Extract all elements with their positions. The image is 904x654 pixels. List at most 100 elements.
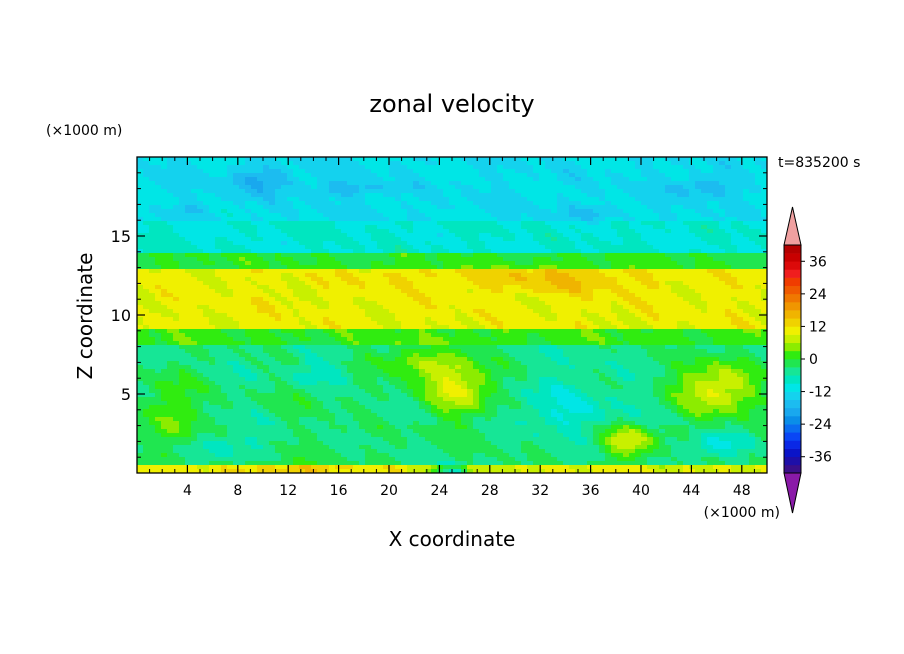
field-cell	[563, 321, 570, 326]
field-cell	[725, 225, 732, 230]
field-cell	[425, 325, 432, 330]
field-cell	[731, 221, 738, 226]
field-cell	[497, 169, 504, 174]
field-cell	[221, 297, 228, 302]
field-cell	[395, 257, 402, 262]
field-cell	[197, 217, 204, 222]
field-cell	[353, 205, 360, 210]
field-cell	[419, 341, 426, 346]
field-cell	[263, 293, 270, 298]
field-cell	[599, 185, 606, 190]
field-cell	[563, 245, 570, 250]
field-cell	[683, 301, 690, 306]
field-cell	[245, 329, 252, 334]
field-cell	[425, 165, 432, 170]
field-cell	[641, 245, 648, 250]
field-cell	[473, 301, 480, 306]
field-cell	[749, 189, 756, 194]
field-cell	[467, 217, 474, 222]
field-cell	[599, 217, 606, 222]
field-cell	[611, 277, 618, 282]
field-cell	[485, 205, 492, 210]
field-cell	[467, 169, 474, 174]
field-cell	[173, 277, 180, 282]
field-cell	[233, 189, 240, 194]
field-cell	[515, 181, 522, 186]
field-cell	[545, 193, 552, 198]
field-cell	[443, 177, 450, 182]
field-cell	[293, 285, 300, 290]
field-cell	[233, 265, 240, 270]
field-cell	[737, 185, 744, 190]
field-cell	[263, 157, 270, 162]
field-cell	[611, 177, 618, 182]
field-cell	[671, 309, 678, 314]
field-cell	[323, 269, 330, 274]
field-cell	[539, 321, 546, 326]
field-cell	[611, 225, 618, 230]
field-cell	[671, 305, 678, 310]
field-cell	[353, 337, 360, 342]
field-cell	[161, 313, 168, 318]
field-cell	[263, 185, 270, 190]
field-cell	[581, 189, 588, 194]
field-cell	[383, 285, 390, 290]
field-cell	[401, 233, 408, 238]
field-cell	[749, 177, 756, 182]
field-cell	[707, 337, 714, 342]
field-cell	[557, 265, 564, 270]
field-cell	[419, 245, 426, 250]
field-cell	[461, 321, 468, 326]
field-cell	[227, 297, 234, 302]
field-cell	[479, 301, 486, 306]
field-cell	[695, 213, 702, 218]
field-cell	[521, 193, 528, 198]
field-cell	[383, 193, 390, 198]
field-cell	[311, 309, 318, 314]
field-cell	[425, 265, 432, 270]
field-cell	[395, 269, 402, 274]
field-cell	[203, 297, 210, 302]
field-cell	[185, 173, 192, 178]
field-cell	[677, 221, 684, 226]
field-cell	[611, 293, 618, 298]
field-cell	[413, 273, 420, 278]
field-cell	[647, 257, 654, 262]
field-cell	[329, 229, 336, 234]
field-cell	[425, 225, 432, 230]
field-cell	[455, 273, 462, 278]
field-cell	[431, 165, 438, 170]
field-cell	[167, 345, 174, 350]
field-cell	[203, 309, 210, 314]
field-cell	[533, 261, 540, 266]
field-cell	[497, 297, 504, 302]
field-cell	[215, 297, 222, 302]
field-cell	[335, 305, 342, 310]
field-cell	[299, 301, 306, 306]
field-cell	[347, 189, 354, 194]
field-cell	[395, 197, 402, 202]
field-cell	[269, 257, 276, 262]
field-cell	[539, 325, 546, 330]
field-cell	[731, 209, 738, 214]
field-cell	[227, 213, 234, 218]
field-cell	[245, 201, 252, 206]
field-cell	[419, 261, 426, 266]
field-cell	[461, 217, 468, 222]
field-cell	[335, 281, 342, 286]
field-cell	[611, 321, 618, 326]
field-cell	[647, 217, 654, 222]
field-cell	[251, 257, 258, 262]
field-cell	[689, 161, 696, 166]
field-cell	[479, 321, 486, 326]
field-cell	[683, 289, 690, 294]
field-cell	[185, 213, 192, 218]
field-cell	[311, 181, 318, 186]
field-cell	[503, 293, 510, 298]
field-cell	[239, 305, 246, 310]
field-cell	[383, 229, 390, 234]
field-cell	[149, 309, 156, 314]
field-cell	[275, 181, 282, 186]
field-cell	[737, 273, 744, 278]
field-cell	[203, 205, 210, 210]
